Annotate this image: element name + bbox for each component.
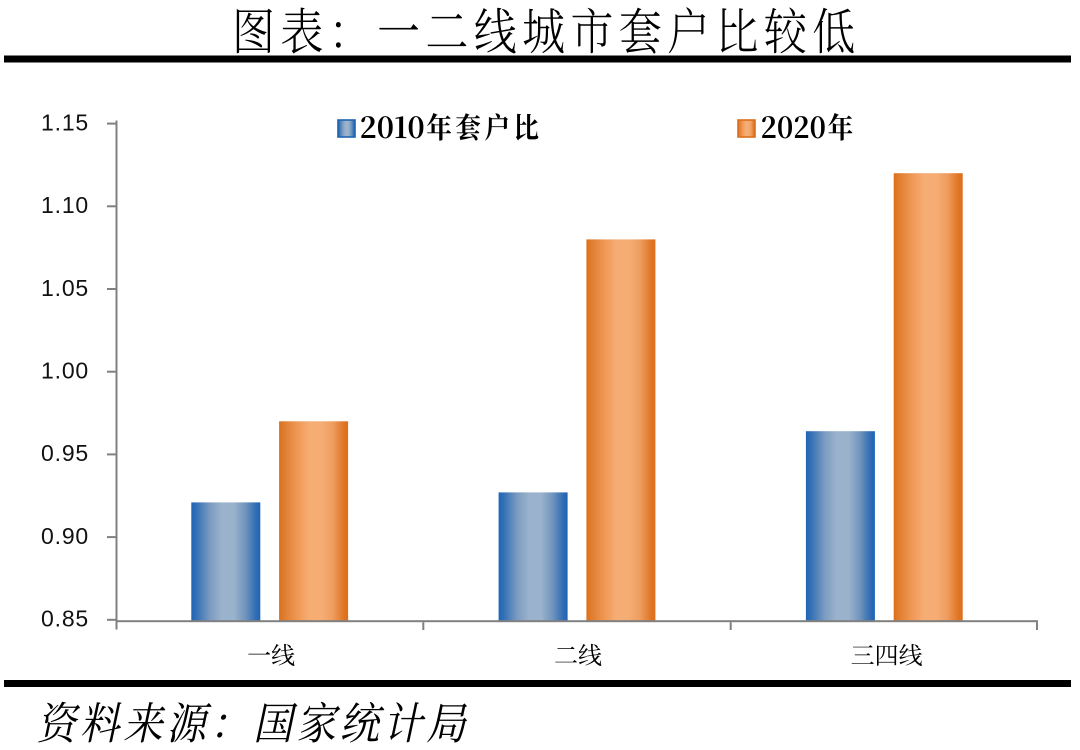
svg-text:1.15: 1.15 xyxy=(41,109,89,135)
svg-text:1.00: 1.00 xyxy=(41,358,89,384)
svg-text:0.85: 0.85 xyxy=(41,606,89,632)
svg-text:1.05: 1.05 xyxy=(41,275,89,301)
svg-text:0.95: 0.95 xyxy=(41,440,89,466)
svg-text:1.10: 1.10 xyxy=(41,192,89,218)
svg-text:0.90: 0.90 xyxy=(41,523,89,549)
